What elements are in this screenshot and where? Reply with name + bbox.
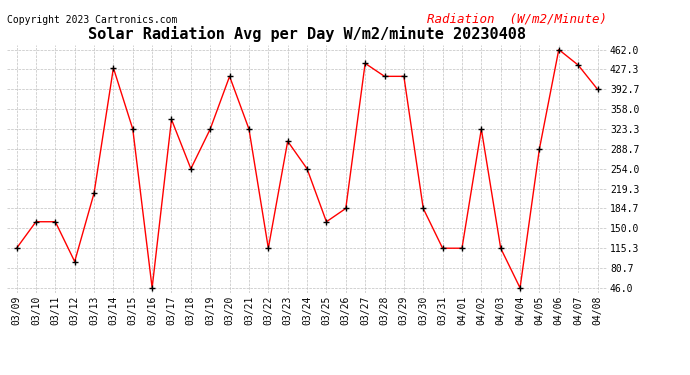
Text: Radiation  (W/m2/Minute): Radiation (W/m2/Minute)	[427, 12, 607, 25]
Title: Solar Radiation Avg per Day W/m2/minute 20230408: Solar Radiation Avg per Day W/m2/minute …	[88, 27, 526, 42]
Text: Copyright 2023 Cartronics.com: Copyright 2023 Cartronics.com	[7, 15, 177, 25]
